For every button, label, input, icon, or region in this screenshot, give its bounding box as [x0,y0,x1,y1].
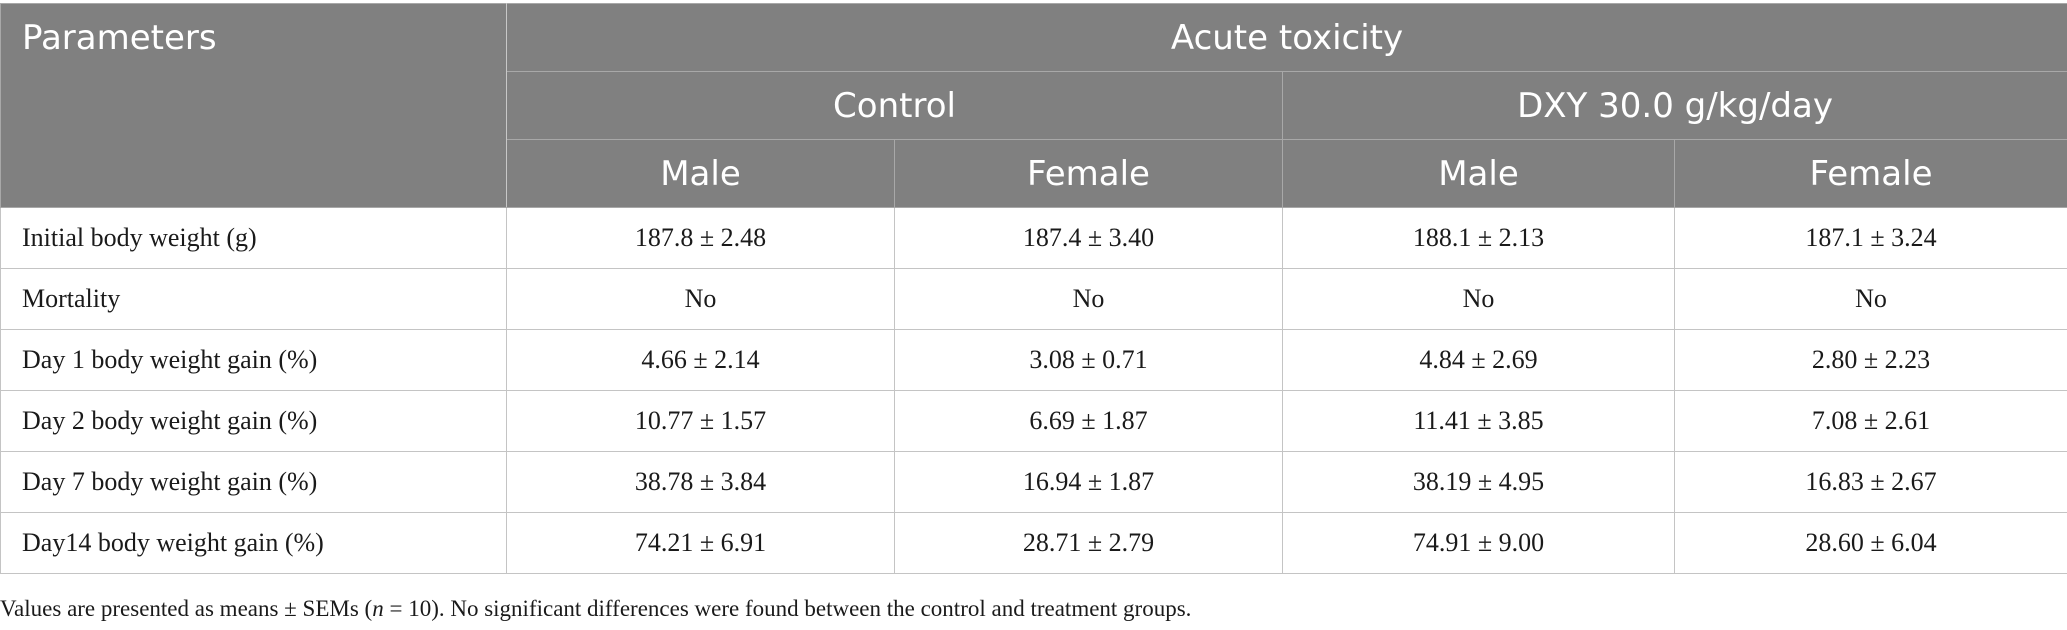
sex-header-dxy-female: Female [1673,139,2067,208]
table-row: Day 7 body weight gain (%) 38.78 ± 3.84 … [0,451,2067,513]
cell-value: 3.08 ± 0.71 [894,329,1283,391]
table-row: Day 2 body weight gain (%) 10.77 ± 1.57 … [0,390,2067,452]
cell-value: 7.08 ± 2.61 [1673,390,2067,452]
cell-value: 187.4 ± 3.40 [894,207,1283,269]
table-body: Initial body weight (g) 187.8 ± 2.48 187… [0,207,2067,574]
cell-value: 38.19 ± 4.95 [1282,451,1675,513]
cell-value: 74.91 ± 9.00 [1282,512,1675,574]
cell-value: No [1282,268,1675,330]
cell-value: 2.80 ± 2.23 [1673,329,2067,391]
footnote-suffix: = 10). No significant differences were f… [383,596,1192,621]
cell-value: 11.41 ± 3.85 [1282,390,1675,452]
row-parameter: Initial body weight (g) [0,207,507,269]
row-parameter: Day14 body weight gain (%) [0,512,507,574]
cell-value: 10.77 ± 1.57 [506,390,895,452]
cell-value: 6.69 ± 1.87 [894,390,1283,452]
table-footnote: Values are presented as means ± SEMs (n … [0,596,1191,622]
table-row: Initial body weight (g) 187.8 ± 2.48 187… [0,207,2067,269]
table-row: Day14 body weight gain (%) 74.21 ± 6.91 … [0,512,2067,574]
cell-value: No [1673,268,2067,330]
table-header: Parameters Acute toxicity Control DXY 30… [0,3,2067,208]
cell-value: 28.60 ± 6.04 [1673,512,2067,574]
cell-value: 188.1 ± 2.13 [1282,207,1675,269]
group-header-control: Control [506,71,1283,140]
sex-header-control-female: Female [894,139,1283,208]
cell-value: No [894,268,1283,330]
table-row: Day 1 body weight gain (%) 4.66 ± 2.14 3… [0,329,2067,391]
header-row-study: Parameters Acute toxicity [0,3,2067,208]
row-parameter: Day 2 body weight gain (%) [0,390,507,452]
row-parameter: Day 1 body weight gain (%) [0,329,507,391]
footnote-n-symbol: n [372,596,384,621]
cell-value: 16.94 ± 1.87 [894,451,1283,513]
study-header: Acute toxicity [505,3,2067,72]
header-row-sex: Male Female Male Female [1,139,2067,208]
cell-value: 74.21 ± 6.91 [506,512,895,574]
row-parameter: Day 7 body weight gain (%) [0,451,507,513]
data-table-container: Parameters Acute toxicity Control DXY 30… [0,3,2067,574]
cell-value: 187.1 ± 3.24 [1673,207,2067,269]
cell-value: No [506,268,895,330]
cell-value: 16.83 ± 2.67 [1673,451,2067,513]
cell-value: 187.8 ± 2.48 [506,207,895,269]
cell-value: 4.66 ± 2.14 [506,329,895,391]
footnote-prefix: Values are presented as means ± SEMs ( [0,596,373,621]
acute-toxicity-table: Parameters Acute toxicity Control DXY 30… [0,3,2067,574]
group-header-dxy: DXY 30.0 g/kg/day [1281,71,2067,140]
parameters-header: Parameters [0,3,507,208]
cell-value: 4.84 ± 2.69 [1282,329,1675,391]
sex-header-control-male: Male [506,139,895,208]
cell-value: 28.71 ± 2.79 [894,512,1283,574]
cell-value: 38.78 ± 3.84 [506,451,895,513]
table-row: Mortality No No No No [0,268,2067,330]
header-row-groups: Control DXY 30.0 g/kg/day [1,71,2067,140]
sex-header-dxy-male: Male [1282,139,1675,208]
row-parameter: Mortality [0,268,507,330]
